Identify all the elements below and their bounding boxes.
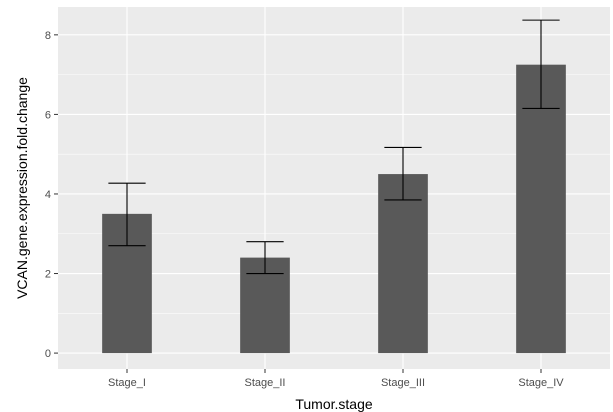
- y-axis: 0 2 4 6 8: [45, 30, 58, 360]
- y-tick-label: 4: [45, 189, 51, 201]
- y-tick-label: 2: [45, 269, 51, 281]
- x-tick-label: Stage_II: [245, 377, 286, 389]
- y-tick-label: 0: [45, 348, 51, 360]
- x-axis: Stage_I Stage_II Stage_III Stage_IV: [108, 369, 564, 389]
- error-bars: [108, 19, 560, 275]
- y-tick-label: 6: [45, 109, 51, 121]
- error-bar: [522, 19, 560, 109]
- error-bar: [108, 182, 146, 247]
- bar-stage-iii: [378, 174, 428, 354]
- bar-stage-iv: [516, 64, 566, 354]
- error-bar: [384, 146, 422, 201]
- x-tick-label: Stage_IV: [518, 377, 564, 389]
- bars: [102, 64, 566, 354]
- y-axis-title: VCAN.gene.expression.fold.change: [14, 77, 30, 299]
- x-axis-title: Tumor.stage: [295, 396, 373, 412]
- y-tick-label: 8: [45, 30, 51, 42]
- error-bar: [246, 241, 284, 275]
- x-tick-label: Stage_I: [108, 377, 146, 389]
- x-tick-label: Stage_III: [381, 377, 425, 389]
